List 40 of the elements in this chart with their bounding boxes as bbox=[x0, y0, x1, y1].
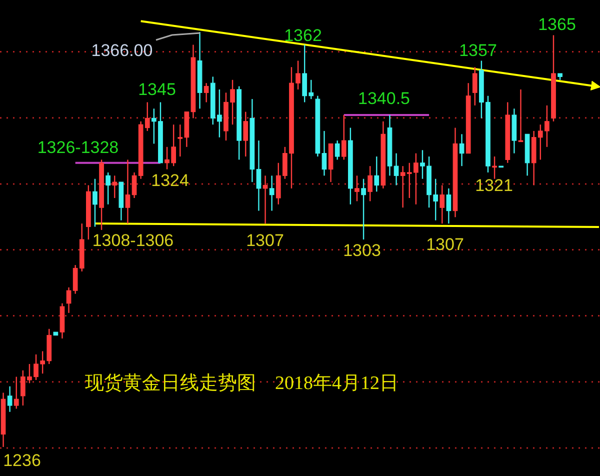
text: 1236 bbox=[3, 451, 41, 470]
candlestick bbox=[66, 286, 72, 314]
candlestick bbox=[440, 184, 445, 224]
candlestick bbox=[112, 175, 118, 199]
annotation: 1321 bbox=[475, 176, 513, 195]
annotation: 1303 bbox=[343, 241, 381, 260]
candlestick bbox=[361, 178, 366, 240]
candlestick bbox=[7, 386, 12, 412]
candlestick bbox=[204, 82, 209, 103]
candlestick bbox=[92, 178, 98, 228]
annotation: 1345 bbox=[138, 80, 176, 99]
candlestick bbox=[341, 114, 346, 160]
candlestick bbox=[256, 140, 262, 212]
candlestick bbox=[368, 165, 373, 202]
text: 现货黄金日线走势图 2018年4月12日 bbox=[85, 373, 398, 394]
candlestick bbox=[459, 134, 464, 167]
annotation: 1308-1306 bbox=[92, 231, 174, 250]
candlestick bbox=[394, 152, 399, 186]
candlestick bbox=[269, 175, 274, 212]
annotation: 1307 bbox=[426, 235, 464, 254]
candlestick bbox=[322, 130, 327, 176]
candlestick bbox=[354, 175, 360, 202]
annotation: 1326-1328 bbox=[37, 138, 119, 157]
candlestick bbox=[446, 188, 452, 224]
candlestick bbox=[334, 140, 340, 160]
candlestick bbox=[472, 66, 478, 106]
candlestick bbox=[243, 111, 248, 158]
annotation: 1366.00 bbox=[91, 41, 153, 60]
annotation: 1357 bbox=[459, 41, 497, 60]
annotation: 1340.5 bbox=[358, 89, 410, 108]
annotation: 1307 bbox=[246, 231, 284, 250]
candlestick bbox=[518, 88, 524, 142]
candlestick bbox=[125, 159, 130, 224]
annotation: 1324 bbox=[151, 171, 189, 190]
candlestick bbox=[132, 172, 137, 199]
candlestick bbox=[374, 156, 380, 192]
annotation: 1362 bbox=[284, 26, 322, 45]
candlestick bbox=[106, 172, 111, 205]
annotation: 1365 bbox=[538, 15, 576, 34]
candlestick bbox=[14, 376, 19, 410]
